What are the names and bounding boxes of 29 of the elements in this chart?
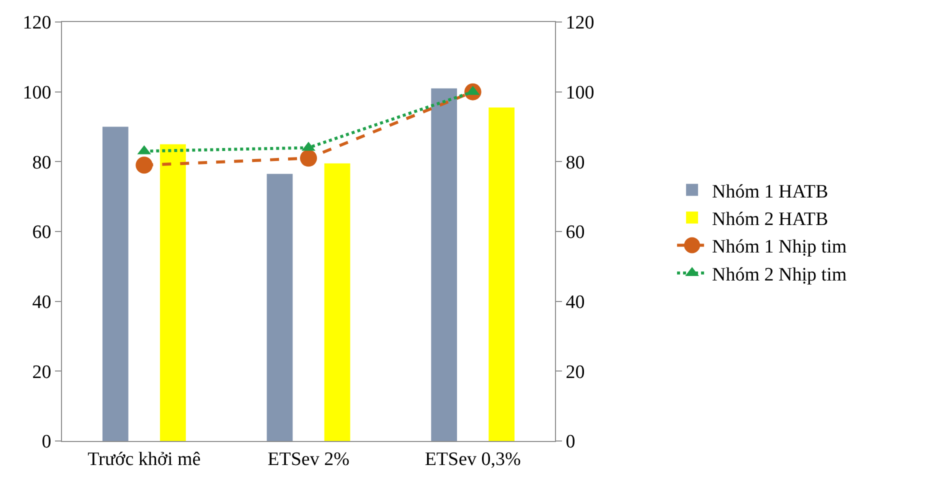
- legend-label: Nhóm 2 Nhịp tim: [712, 264, 847, 286]
- x-tick-label: ETSev 2%: [268, 448, 350, 470]
- y2-tick-label: 80: [566, 152, 585, 174]
- bar: [102, 126, 128, 441]
- bar: [431, 88, 458, 441]
- y2-tick-label: 0: [566, 432, 576, 453]
- y2-tick-label: 20: [566, 362, 585, 383]
- y-tick-label: 60: [32, 222, 52, 244]
- y-tick-label: 40: [32, 292, 52, 313]
- y2-tick-label: 60: [566, 222, 585, 244]
- y2-tick-label: 100: [566, 82, 594, 104]
- y-tick-label: 0: [42, 432, 52, 453]
- legend-label: Nhóm 1 Nhịp tim: [712, 236, 847, 258]
- bar: [160, 144, 186, 441]
- point: [136, 156, 153, 174]
- y2-tick-label: 120: [566, 12, 594, 34]
- legend-label: Nhóm 1 HATB: [712, 181, 828, 202]
- x-tick-label: Trước khởi mê: [88, 448, 201, 470]
- bar: [488, 108, 515, 441]
- bar: [324, 163, 350, 441]
- y-tick-label: 80: [32, 152, 52, 174]
- x-tick-label: ETSev 0,3%: [424, 448, 522, 470]
- bar: [266, 174, 293, 441]
- y-tick-label: 20: [32, 362, 52, 383]
- y2-tick-label: 40: [566, 292, 585, 313]
- y-tick-label: 100: [22, 82, 52, 104]
- point: [300, 150, 317, 167]
- legend-label: Nhóm 2 HATB: [712, 208, 828, 230]
- y-tick-label: 120: [22, 12, 52, 34]
